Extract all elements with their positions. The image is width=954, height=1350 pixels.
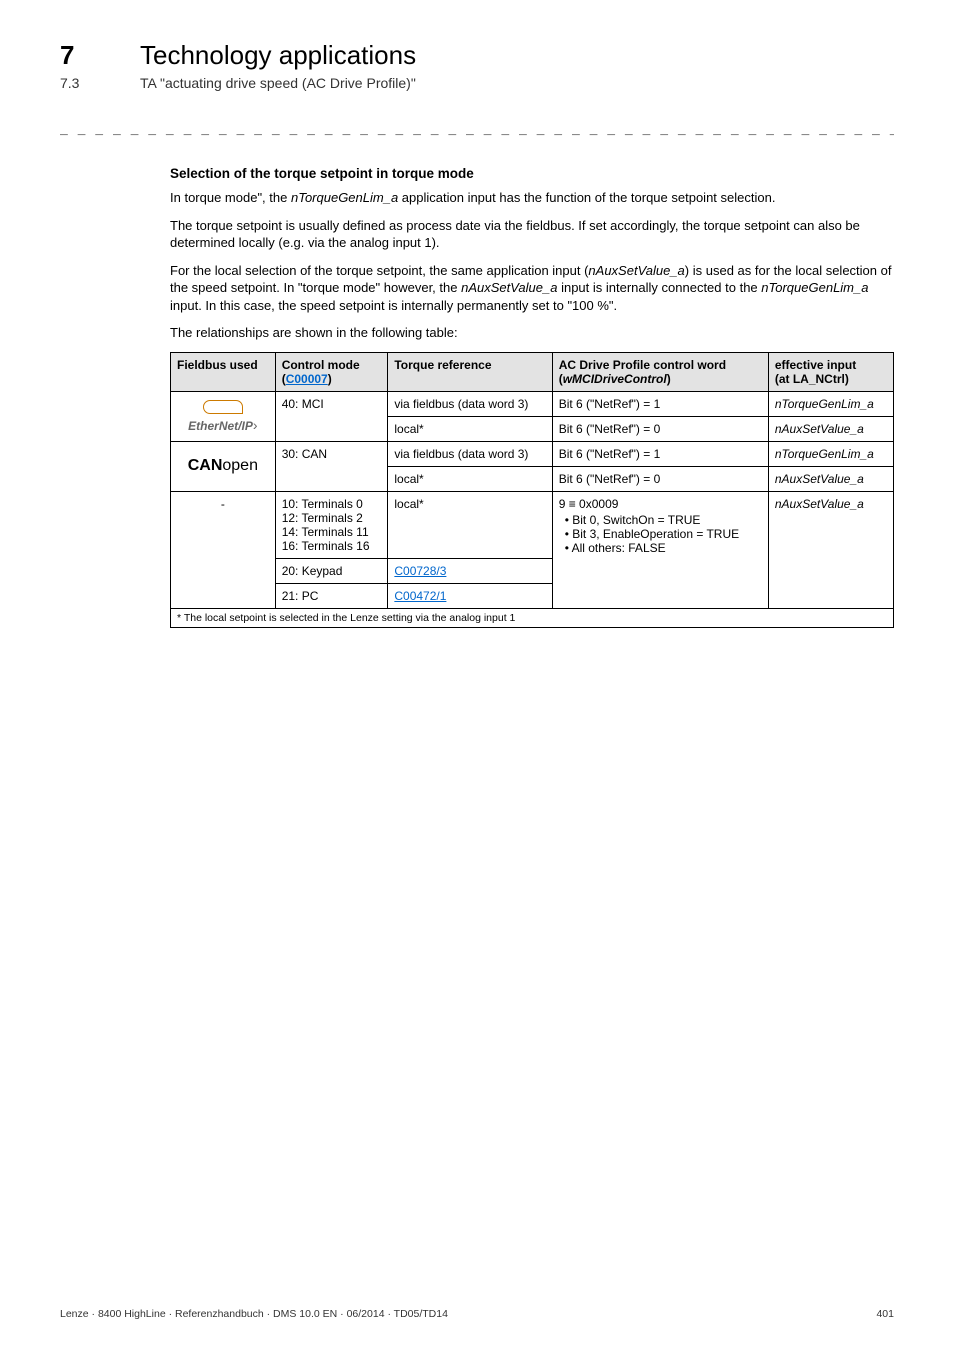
col-control-word: AC Drive Profile control word (wMCIDrive… [552,352,768,391]
col-fieldbus: Fieldbus used [171,352,276,391]
canopen-logo-cell: CANopen [171,441,276,491]
chapter-number: 7 [60,40,140,71]
footer-left: Lenze · 8400 HighLine · Referenzhandbuch… [60,1308,448,1320]
chapter-title: Technology applications [140,40,416,71]
table-row: CANopen 30: CAN via fieldbus (data word … [171,441,894,466]
divider-dashes: _ _ _ _ _ _ _ _ _ _ _ _ _ _ _ _ _ _ _ _ … [60,121,894,136]
para-4: The relationships are shown in the follo… [170,324,894,342]
col-effective-input: effective input (at LA_NCtrl) [768,352,893,391]
content-area: Selection of the torque setpoint in torq… [170,166,894,628]
page-number: 401 [876,1308,894,1320]
subchapter-title: TA "actuating drive speed (AC Drive Prof… [140,75,416,91]
table-footnote: * The local setpoint is selected in the … [171,608,894,627]
para-1: In torque mode", the nTorqueGenLim_a app… [170,189,894,207]
col-torque-ref: Torque reference [388,352,552,391]
page-footer: Lenze · 8400 HighLine · Referenzhandbuch… [60,1308,894,1320]
table-row: EtherNet/IP› 40: MCI via fieldbus (data … [171,391,894,416]
table-row: - 10: Terminals 0 12: Terminals 2 14: Te… [171,491,894,558]
section-heading: Selection of the torque setpoint in torq… [170,166,894,181]
chevron-right-icon: › [253,417,258,433]
link-c00472-1[interactable]: C00472/1 [394,589,446,603]
subchapter-header: 7.3 TA "actuating drive speed (AC Drive … [60,75,894,91]
para-3: For the local selection of the torque se… [170,262,894,315]
ethernet-ip-logo-cell: EtherNet/IP› [171,391,276,441]
link-c00007[interactable]: C00007 [286,372,328,386]
para-2: The torque setpoint is usually defined a… [170,217,894,252]
col-control-mode: Control mode (C00007) [275,352,388,391]
relationships-table: Fieldbus used Control mode (C00007) Torq… [170,352,894,628]
ethernet-ip-logo-icon [203,400,243,417]
link-c00728-3[interactable]: C00728/3 [394,564,446,578]
subchapter-number: 7.3 [60,75,140,91]
chapter-header: 7 Technology applications [60,40,894,71]
canopen-logo-icon: CANopen [188,457,258,474]
